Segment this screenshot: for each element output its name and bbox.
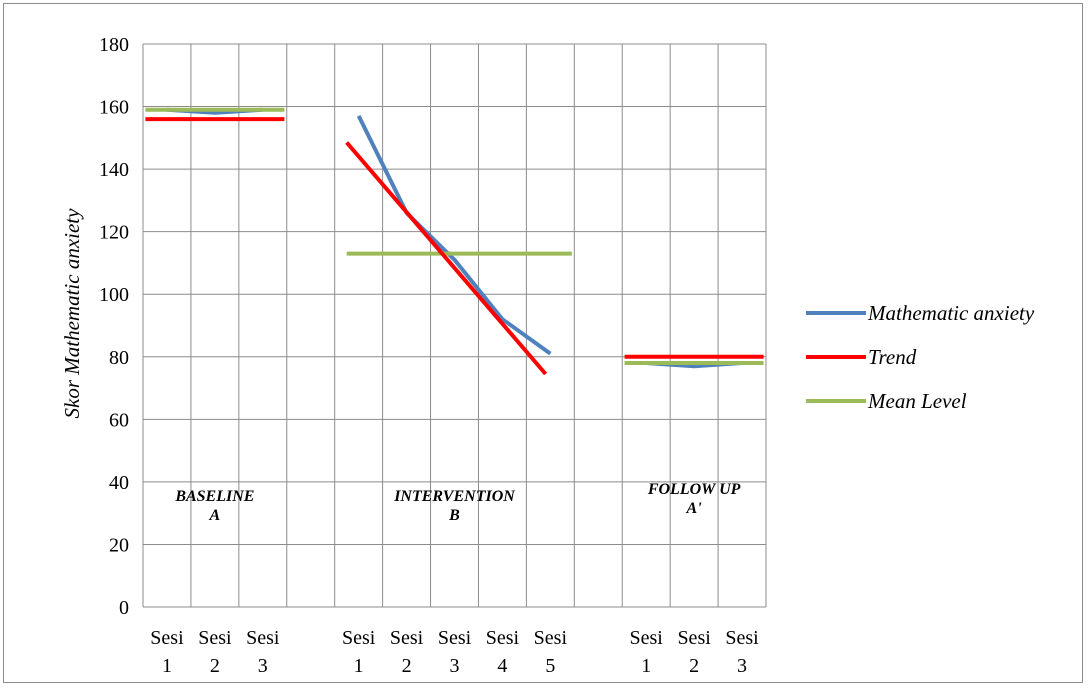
x-tick-label-line1: Sesi: [150, 627, 184, 649]
y-tick-label: 160: [99, 97, 129, 119]
phase-label-line2: A: [209, 507, 221, 524]
x-tick-label-line1: Sesi: [438, 627, 472, 649]
legend-item: Mean Level: [806, 389, 967, 413]
legend: Mathematic anxiety Trend Mean Level: [806, 301, 1035, 413]
series-lines: [145, 107, 764, 376]
x-tick-label-line2: 5: [545, 655, 555, 677]
x-tick-label-line1: Sesi: [198, 627, 232, 649]
x-tick-label-line2: 1: [641, 655, 651, 677]
legend-item: Trend: [806, 345, 917, 369]
legend-item: Mathematic anxiety: [806, 301, 1035, 325]
y-tick-label: 20: [109, 534, 129, 556]
y-tick-label: 0: [119, 597, 129, 619]
x-tick-label-line1: Sesi: [725, 627, 759, 649]
x-tick-label: Sesi 2: [198, 627, 232, 677]
phase-label: INTERVENTION B: [393, 488, 516, 524]
x-tick-label: Sesi 3: [438, 627, 472, 677]
trend-legend-label: Trend: [868, 345, 917, 369]
phase-label: FOLLOW UP A': [647, 481, 741, 517]
x-tick-label-line2: 2: [402, 655, 412, 677]
mathematic-anxiety-line: [356, 115, 552, 356]
y-tick-label: 100: [99, 284, 129, 306]
y-tick-label: 120: [99, 222, 129, 244]
phase-label-line2: A': [686, 500, 703, 517]
x-tick-label: Sesi 2: [390, 627, 424, 677]
x-tick-label-line2: 3: [737, 655, 747, 677]
x-tick-label-line1: Sesi: [677, 627, 711, 649]
x-tick-label: Sesi 1: [342, 627, 376, 677]
x-tick-label: Sesi 3: [246, 627, 280, 677]
x-tick-label: Sesi 1: [150, 627, 184, 677]
x-tick-label: Sesi 4: [486, 627, 520, 677]
x-tick-label-line2: 2: [210, 655, 220, 677]
x-tick-label: Sesi 5: [534, 627, 568, 677]
y-axis-label: Skor Mathematic anxiety: [60, 208, 84, 419]
y-tick-label: 40: [109, 472, 129, 494]
mean-level-legend-label: Mean Level: [867, 389, 967, 413]
x-tick-label-line2: 1: [354, 655, 364, 677]
y-tick-label: 80: [109, 347, 129, 369]
x-tick-label-line1: Sesi: [390, 627, 424, 649]
x-tick-label: Sesi 1: [630, 627, 664, 677]
x-tick-label-line1: Sesi: [486, 627, 520, 649]
x-tick-label-line1: Sesi: [534, 627, 568, 649]
x-axis: Sesi 1 Sesi 2 Sesi 3 Sesi 1 Sesi 2 Sesi 3 Sesi 4 Sesi 5…: [150, 627, 759, 677]
x-tick-label-line2: 2: [689, 655, 699, 677]
x-tick-label-line1: Sesi: [342, 627, 376, 649]
x-tick-label: Sesi 3: [725, 627, 759, 677]
y-axis: 0 20 40 60 80 100 120 140 160 180: [99, 34, 129, 619]
y-tick-label: 180: [99, 34, 129, 56]
phase-label: BASELINE A: [174, 488, 254, 524]
mathematic-anxiety-legend-label: Mathematic anxiety: [867, 301, 1035, 325]
x-tick-label-line1: Sesi: [630, 627, 664, 649]
y-tick-label: 60: [109, 409, 129, 431]
x-tick-label-line2: 3: [258, 655, 268, 677]
chart-frame: 0 20 40 60 80 100 120 140 160 180 Sesi 1 Sesi 2 Sesi 3…: [3, 3, 1083, 683]
phase-label-line1: FOLLOW UP: [647, 481, 741, 498]
x-tick-label-line2: 4: [497, 655, 507, 677]
trend-line: [345, 141, 548, 376]
phase-label-line1: INTERVENTION: [393, 488, 516, 505]
x-tick-label-line1: Sesi: [246, 627, 280, 649]
x-tick-label: Sesi 2: [677, 627, 711, 677]
x-tick-label-line2: 1: [162, 655, 172, 677]
y-tick-label: 140: [99, 159, 129, 181]
phase-label-line1: BASELINE: [174, 488, 254, 505]
phase-labels: BASELINE A INTERVENTION B FOLLOW UP A': [174, 481, 740, 524]
x-tick-label-line2: 3: [450, 655, 460, 677]
line-chart: 0 20 40 60 80 100 120 140 160 180 Sesi 1 Sesi 2 Sesi 3…: [60, 34, 1035, 677]
phase-label-line2: B: [448, 507, 460, 524]
gridlines: [142, 43, 767, 608]
